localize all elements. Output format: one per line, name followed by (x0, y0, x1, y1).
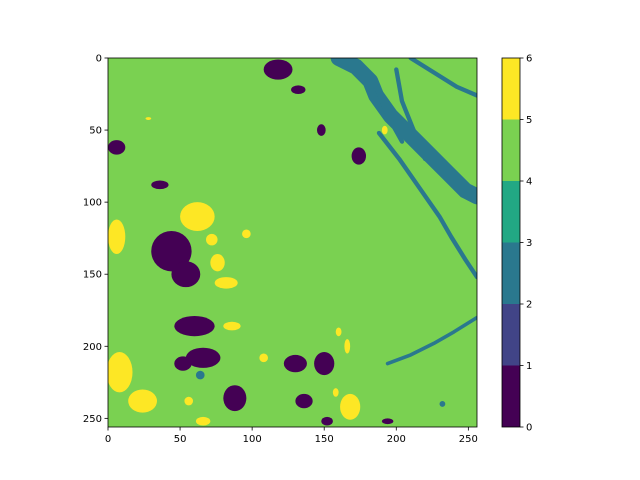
region-class-5-27 (108, 219, 126, 255)
region-class-5-37 (335, 327, 342, 337)
y-tick-label-0: 0 (96, 54, 102, 65)
region-class-5-40 (381, 125, 388, 135)
heatmap-regions (108, 58, 477, 426)
region-class-5-41 (332, 388, 339, 397)
region-class-5-32 (223, 321, 241, 331)
region-river-branch-2 (394, 67, 428, 162)
region-class-0-12 (108, 140, 126, 155)
region-class-5-31 (210, 254, 225, 272)
region-class-0-23 (321, 416, 333, 426)
y-tick-label-100: 100 (83, 198, 102, 209)
x-tick-label-200: 200 (387, 434, 406, 445)
region-river-branch-1 (376, 130, 477, 280)
y-axis: 0 50 100 150 200 250 (83, 54, 108, 425)
region-class-5-39 (259, 353, 268, 363)
x-tick-label-100: 100 (243, 434, 262, 445)
region-spot-7 (195, 370, 205, 380)
region-class-0-10 (317, 124, 326, 136)
colorbar-tick-label-6: 6 (526, 54, 532, 65)
x-tick-label-250: 250 (459, 434, 478, 445)
region-river-main-0 (330, 58, 477, 205)
region-class-5-33 (242, 229, 251, 239)
colorbar-tick-label-5: 5 (526, 115, 532, 126)
region-class-0-16 (174, 316, 215, 337)
colorbar-level-3 (502, 181, 520, 243)
colorbar-level-2 (502, 242, 520, 304)
colorbar-tick-label-3: 3 (526, 238, 532, 249)
region-spot-6 (439, 401, 446, 407)
x-tick-label-150: 150 (315, 434, 334, 445)
region-class-0-20 (283, 354, 307, 373)
region-class-0-22 (295, 393, 313, 409)
y-tick-label-50: 50 (89, 126, 102, 137)
region-class-0-8 (263, 59, 293, 80)
colorbar-tick-label-4: 4 (526, 177, 532, 188)
region-class-5-28 (108, 352, 133, 393)
region-class-0-14 (151, 230, 192, 272)
region-class-0-9 (291, 85, 306, 95)
colorbar-level-4 (502, 119, 520, 181)
region-class-5-25 (180, 202, 215, 231)
plot-frame (107, 57, 478, 428)
region-class-0-15 (171, 261, 201, 288)
region-class-5-38 (344, 339, 351, 354)
region-class-5-42 (145, 117, 152, 120)
region-class-5-26 (206, 233, 218, 246)
x-tick-label-50: 50 (174, 434, 187, 445)
colorbar: 0 1 2 3 4 5 6 (501, 54, 532, 434)
region-class-0-19 (223, 385, 247, 412)
region-river-branch-4 (373, 84, 405, 144)
region-class-0-11 (351, 147, 367, 165)
region-class-5-34 (340, 393, 361, 420)
region-class-5-35 (195, 416, 211, 426)
region-class-5-30 (214, 277, 238, 289)
colorbar-level-0 (502, 365, 520, 427)
colorbar-tick-label-0: 0 (526, 423, 532, 434)
region-class-0-18 (174, 356, 192, 371)
y-tick-label-250: 250 (83, 414, 102, 425)
region-channel-5 (385, 315, 477, 366)
y-tick-label-200: 200 (83, 342, 102, 353)
colorbar-level-1 (502, 304, 520, 366)
region-class-0-24 (381, 418, 394, 425)
colorbar-level-5 (502, 58, 520, 120)
region-class-5-29 (128, 389, 158, 413)
region-class-0-17 (185, 347, 221, 368)
colorbar-tick-label-2: 2 (526, 300, 532, 311)
x-axis: 0 50 100 150 200 250 (105, 427, 478, 445)
region-river-branch-3 (408, 58, 477, 98)
x-tick-label-0: 0 (105, 434, 111, 445)
region-class-0-21 (314, 352, 335, 376)
y-tick-label-150: 150 (83, 270, 102, 281)
region-class-5-36 (184, 396, 194, 406)
region-class-0-13 (151, 180, 169, 190)
colorbar-tick-label-1: 1 (526, 361, 532, 372)
